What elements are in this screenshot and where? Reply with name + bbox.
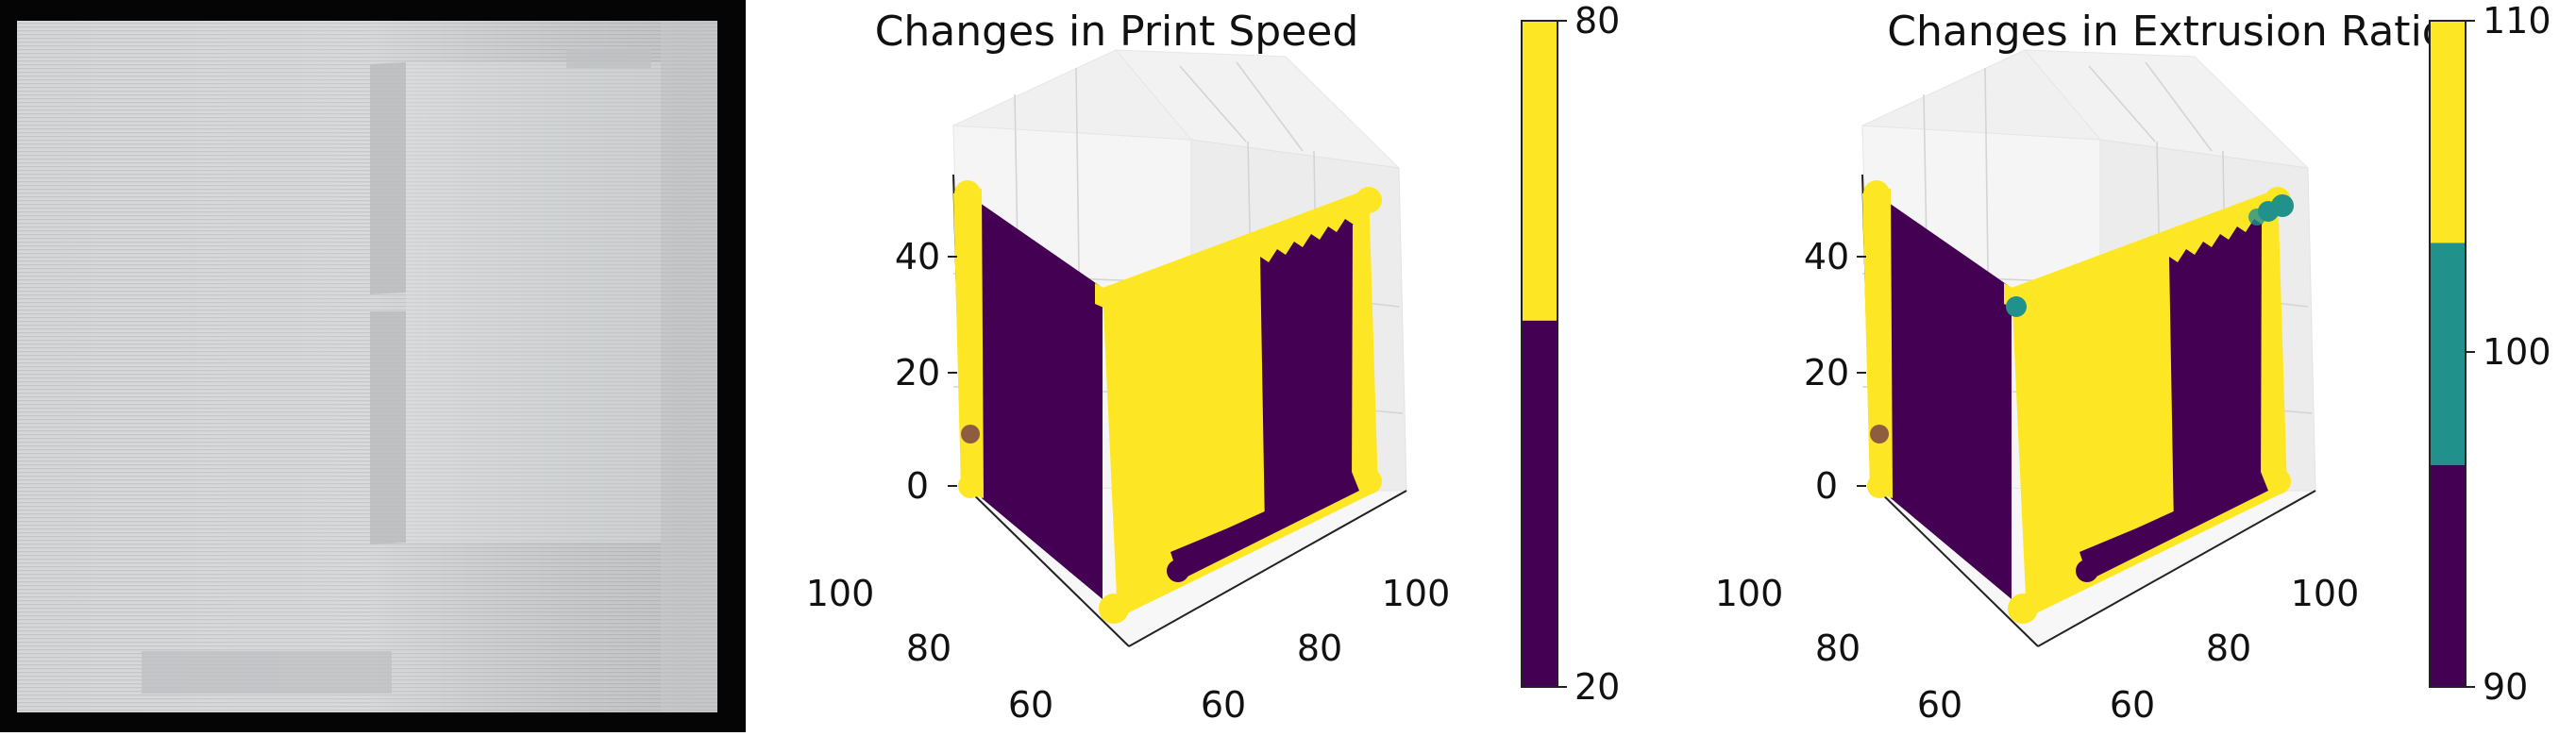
left-wall — [1879, 196, 2012, 599]
right-wall-bottom-point — [2265, 468, 2291, 494]
seam-right — [661, 21, 717, 712]
corner-column — [1095, 283, 1112, 311]
colorbar-tick-label: 90 — [2483, 666, 2528, 708]
right-wall-band-upper — [1260, 219, 1354, 528]
right-wall-bottom-point — [1355, 468, 1382, 494]
left-column-bottom-point — [958, 474, 983, 498]
top-point-mid — [2248, 209, 2265, 226]
colorbar-segment — [2430, 464, 2466, 687]
y-tick-label: 60 — [1917, 684, 1962, 726]
grid-line — [1236, 61, 1304, 152]
left-edge-column — [1862, 189, 1893, 498]
z-tick-label: 0 — [1815, 465, 1838, 507]
grid-line — [2145, 61, 2213, 152]
y-tick-label: 60 — [1008, 684, 1053, 726]
chart-extrusion-ratio: Changes in Extrusion Ratio 0 20 40 100 80 60 60… — [1715, 0, 2551, 726]
right-wall-top-point — [1355, 187, 1382, 213]
left-column-mark — [961, 425, 980, 443]
colorbar-segment — [1522, 320, 1557, 687]
z-tick-label: 0 — [906, 465, 929, 507]
x-tick-label: 80 — [2206, 627, 2251, 669]
y-axis-line — [962, 483, 1130, 647]
z-tick-label: 20 — [895, 352, 940, 393]
z-tick-label: 20 — [1804, 352, 1849, 393]
x-tick-label: 100 — [2291, 573, 2360, 614]
colorbar-segment — [2430, 243, 2466, 465]
chart-title: Changes in Print Speed — [875, 8, 1359, 56]
colorbar-tick-label: 80 — [1574, 0, 1620, 42]
band-lower-point — [1167, 560, 1189, 582]
ridge-side — [406, 62, 661, 543]
left-column-top-point — [954, 180, 981, 207]
left-wall — [970, 196, 1103, 599]
x-axis-line — [2037, 490, 2316, 647]
band-lower-point — [2076, 560, 2098, 582]
colorbar-segment — [1522, 21, 1557, 321]
colorbar-tick-label: 20 — [1574, 666, 1620, 708]
chart-print-speed: Changes in Print Speed 0 20 40 100 80 60 60 80 10… — [806, 0, 1621, 726]
y-tick-label: 100 — [806, 573, 875, 614]
x-tick-label: 60 — [1201, 684, 1246, 726]
x-tick-label: 80 — [1297, 627, 1342, 669]
right-wall-band-lower — [2079, 472, 2268, 580]
y-tick-label: 80 — [1815, 627, 1860, 669]
charts-area: Changes in Print Speed 0 20 40 100 80 60 60 80 10… — [806, 0, 2551, 726]
right-wall-band-upper — [2169, 219, 2263, 528]
z-tick-label: 40 — [895, 236, 940, 277]
y-tick-label: 100 — [1715, 573, 1784, 614]
printed-part-photo — [0, 0, 746, 732]
colorbar-frame — [1521, 20, 1558, 688]
z-tick-label: 40 — [1804, 236, 1849, 277]
back-pane-top-left — [952, 49, 1193, 141]
printed-part-image — [0, 0, 746, 732]
left-column-bottom-point — [1867, 474, 1892, 498]
right-wall-band-lower — [1170, 472, 1359, 580]
colorbar-tick-label: 110 — [2483, 0, 2551, 42]
x-axis-line — [1128, 490, 1407, 647]
left-column-mark — [1870, 425, 1889, 443]
back-pane-top-left — [1861, 49, 2102, 141]
x-tick-label: 100 — [1382, 573, 1451, 614]
right-wall-corner-point — [2008, 594, 2038, 624]
colorbar-tick-label: 100 — [2483, 331, 2551, 373]
y-tick-label: 80 — [906, 627, 951, 669]
y-axis-line — [1871, 483, 2039, 647]
colorbar-segment — [2430, 21, 2466, 243]
grid-line — [1179, 65, 1247, 142]
left-edge-column — [953, 189, 984, 498]
corner-point-mid — [2006, 296, 2027, 317]
ridge-top — [566, 49, 651, 68]
x-tick-label: 60 — [2110, 684, 2155, 726]
grid-line — [2088, 65, 2156, 142]
chart-title: Changes in Extrusion Ratio — [1887, 8, 2447, 56]
right-wall-corner-point — [1099, 594, 1129, 624]
left-column-top-point — [1863, 180, 1890, 207]
ridge-main — [370, 62, 406, 544]
ridge-bottom — [142, 651, 392, 694]
colorbar-frame — [2429, 20, 2467, 688]
